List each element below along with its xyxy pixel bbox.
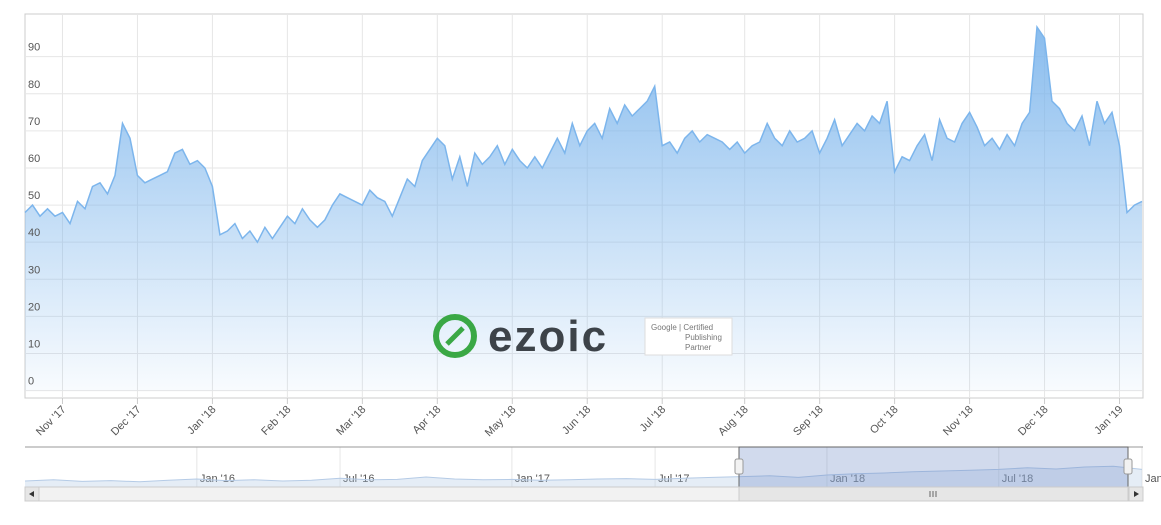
watermark: ezoic Google | Certified Publishing Part… (433, 312, 733, 361)
badge (644, 317, 733, 356)
navigator-handle[interactable] (734, 458, 744, 475)
logo-icon (445, 326, 465, 346)
x-tick-label: Feb '18 (259, 404, 293, 438)
arrow-left (29, 491, 34, 497)
x-tick-label: May '18 (483, 404, 518, 439)
y-tick-label: 90 (28, 42, 40, 54)
area-line (24, 465, 1143, 483)
x-tick-label: Jun '18 (560, 404, 593, 437)
logo-icon (433, 314, 477, 358)
x-tick-label: Sep '18 (791, 404, 826, 439)
y-tick-label: 50 (28, 190, 40, 202)
badge-text: Partner (685, 343, 712, 352)
x-tick-label: Jan '18 (185, 404, 218, 437)
x-tick-label: Jul '18 (1002, 473, 1033, 485)
navigator-window (738, 446, 1129, 488)
x-tick-label: Jan '17 (515, 473, 550, 485)
x-tick-label: Nov '17 (34, 404, 69, 439)
x-tick-label: Aug '18 (716, 404, 751, 439)
x-tick-label: Oct '18 (868, 404, 901, 437)
y-tick-label: 0 (28, 376, 34, 388)
area-fill (25, 27, 1142, 391)
x-tick-label: Nov '18 (941, 404, 976, 439)
x-tick-label: Mar '18 (334, 404, 368, 438)
y-tick-label: 30 (28, 264, 40, 276)
x-tick-label: Apr '18 (411, 404, 444, 437)
x-tick-label: Jul '18 (638, 404, 669, 435)
y-tick-label: 20 (28, 301, 40, 313)
badge-text: Publishing (685, 333, 722, 342)
x-tick-label: Jan ' (1145, 473, 1161, 485)
y-tick-label: 60 (28, 153, 40, 165)
navigator-handle[interactable] (1123, 458, 1133, 475)
area-fill (25, 466, 1142, 487)
scrollbar-grip (929, 491, 937, 497)
y-tick-label: 70 (28, 116, 40, 128)
x-tick-label: Jan '18 (830, 473, 865, 485)
badge-text: Google | Certified (651, 323, 713, 332)
area-line (24, 24, 1143, 244)
x-tick-label: Dec '18 (1016, 404, 1051, 439)
brand: ezoic (488, 312, 608, 361)
y-tick-label: 10 (28, 338, 40, 350)
x-tick-label: Jan '16 (200, 473, 235, 485)
y-tick-label: 40 (28, 227, 40, 239)
x-tick-label: Jan '19 (1092, 404, 1125, 437)
arrow-right (1134, 491, 1139, 497)
x-tick-label: Dec '17 (109, 404, 144, 439)
y-tick-label: 80 (28, 79, 40, 91)
